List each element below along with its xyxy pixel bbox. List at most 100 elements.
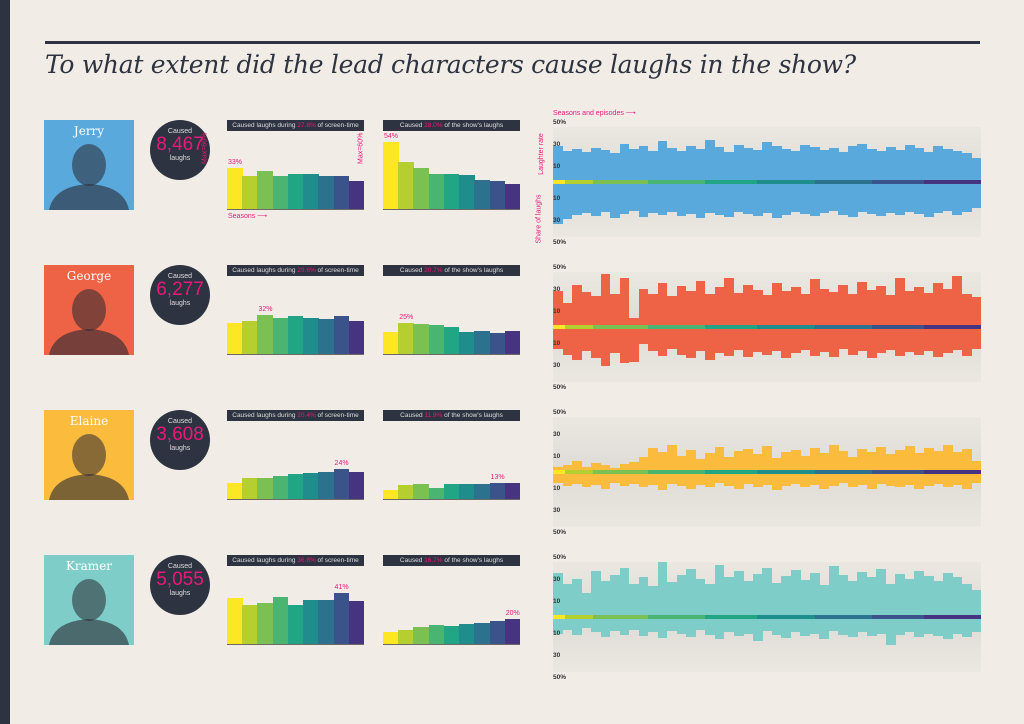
max-value-label: 13% bbox=[490, 473, 505, 481]
episode-rate-bar bbox=[828, 444, 839, 472]
episode-rate-bar bbox=[819, 453, 830, 472]
season-segment bbox=[923, 325, 982, 329]
episode-share-bar bbox=[733, 472, 744, 489]
header-prefix: Caused laughs during bbox=[232, 412, 298, 419]
episode-share-bar bbox=[857, 327, 868, 352]
episode-rate-bar bbox=[743, 147, 754, 182]
season-bar bbox=[383, 142, 399, 209]
season-segment bbox=[814, 325, 873, 329]
episode-share-bar bbox=[695, 472, 706, 486]
season-segment bbox=[814, 615, 873, 619]
episode-share-bar bbox=[971, 472, 982, 483]
seasons-axis-label: Seasons ⟶ bbox=[228, 213, 268, 220]
season-segment bbox=[553, 325, 566, 329]
episode-rate-bar bbox=[790, 450, 801, 472]
episode-share-bar bbox=[885, 617, 896, 645]
episode-rate-bar bbox=[847, 294, 858, 327]
episode-share-bar bbox=[885, 182, 896, 213]
episode-share-bar bbox=[581, 327, 592, 352]
axis-tick-label: 50% bbox=[553, 409, 567, 416]
episode-share-bar bbox=[572, 472, 582, 485]
episode-share-bar bbox=[942, 182, 953, 211]
episode-share-bar bbox=[657, 617, 668, 638]
episode-share-bar bbox=[904, 617, 915, 633]
season-bar bbox=[318, 319, 334, 354]
season-segment bbox=[923, 470, 982, 474]
episode-share-bar bbox=[695, 327, 706, 352]
season-segment bbox=[564, 325, 594, 329]
character-row-george: George Caused 6,277 laughs Caused laughs dur… bbox=[0, 264, 1024, 405]
season-segment bbox=[705, 470, 758, 474]
episode-share-bar bbox=[705, 472, 715, 488]
episode-share-bar bbox=[923, 617, 934, 634]
episode-rate-bar bbox=[629, 149, 639, 182]
header-percent: 29.6% bbox=[297, 267, 316, 274]
season-bar bbox=[428, 173, 445, 209]
episode-rate-bar bbox=[714, 446, 725, 472]
season-bar bbox=[272, 475, 289, 499]
season-bar bbox=[272, 596, 289, 644]
episode-rate-bar bbox=[600, 274, 611, 327]
episode-share-bar bbox=[724, 617, 734, 633]
season-bar bbox=[504, 330, 521, 354]
episode-rate-bar bbox=[629, 318, 639, 327]
season-bar bbox=[413, 167, 429, 209]
episode-share-bar bbox=[714, 182, 725, 215]
portrait-silhouette-icon bbox=[49, 144, 129, 210]
episode-share-bar bbox=[714, 472, 725, 483]
episode-share-bar bbox=[800, 472, 811, 488]
episode-share-bar bbox=[705, 327, 715, 360]
episode-share-bar bbox=[619, 617, 630, 635]
episode-rate-bar bbox=[800, 455, 811, 472]
episode-rate-bar bbox=[667, 147, 677, 182]
episode-rate-bar bbox=[762, 445, 773, 472]
episode-rate-bar bbox=[562, 302, 573, 327]
season-segment bbox=[564, 470, 594, 474]
screen-bar-chart: Caused laughs during 29.6% of screen-tim… bbox=[227, 265, 365, 357]
episode-share-bar bbox=[914, 617, 925, 637]
episode-share-bar bbox=[619, 327, 630, 364]
episode-rate-bar bbox=[895, 150, 906, 182]
episode-rate-bar bbox=[952, 151, 963, 182]
episode-share-bar bbox=[847, 327, 858, 355]
episode-share-bar bbox=[781, 327, 792, 358]
episode-rate-bar bbox=[743, 580, 754, 617]
episode-rate-bar bbox=[781, 149, 792, 182]
axis-tick-label: 50% bbox=[553, 239, 567, 246]
season-bar bbox=[443, 484, 460, 499]
episode-rate-bar bbox=[581, 466, 592, 472]
episode-share-bar bbox=[809, 327, 820, 356]
episode-rate-bar bbox=[819, 288, 830, 327]
season-bar bbox=[504, 482, 521, 499]
season-bar bbox=[303, 473, 319, 499]
episode-rate-bar bbox=[619, 464, 630, 472]
episode-rate-bar bbox=[724, 152, 734, 182]
episode-share-bar bbox=[914, 472, 925, 489]
episode-share-bar bbox=[828, 327, 839, 357]
episode-share-bar bbox=[857, 617, 868, 633]
page-title: To what extent did the lead characters c… bbox=[45, 50, 856, 79]
episode-rate-bar bbox=[686, 568, 696, 617]
episode-share-bar bbox=[762, 182, 773, 213]
episode-rate-bar bbox=[638, 577, 649, 617]
episode-share-bar bbox=[686, 327, 696, 358]
laugh-count-badge: Caused 8,467 laughs bbox=[150, 120, 210, 180]
episode-share-bar bbox=[591, 327, 601, 358]
season-bar bbox=[333, 175, 350, 209]
episode-rate-bar bbox=[895, 277, 906, 327]
episode-share-bar bbox=[553, 182, 563, 224]
season-bar bbox=[398, 162, 414, 209]
episode-rate-bar bbox=[562, 465, 573, 472]
season-bar bbox=[443, 327, 460, 354]
season-bar bbox=[443, 174, 460, 209]
season-bar bbox=[227, 482, 243, 499]
season-segment bbox=[814, 180, 873, 184]
caused-label: Caused bbox=[167, 128, 193, 135]
axis-tick-label: 50% bbox=[553, 384, 567, 391]
portrait-silhouette-icon bbox=[49, 289, 129, 355]
season-bar bbox=[428, 487, 445, 499]
episode-share-bar bbox=[648, 182, 658, 213]
season-bar bbox=[333, 469, 350, 499]
episode-share-bar bbox=[838, 182, 849, 215]
season-bar bbox=[413, 626, 429, 644]
